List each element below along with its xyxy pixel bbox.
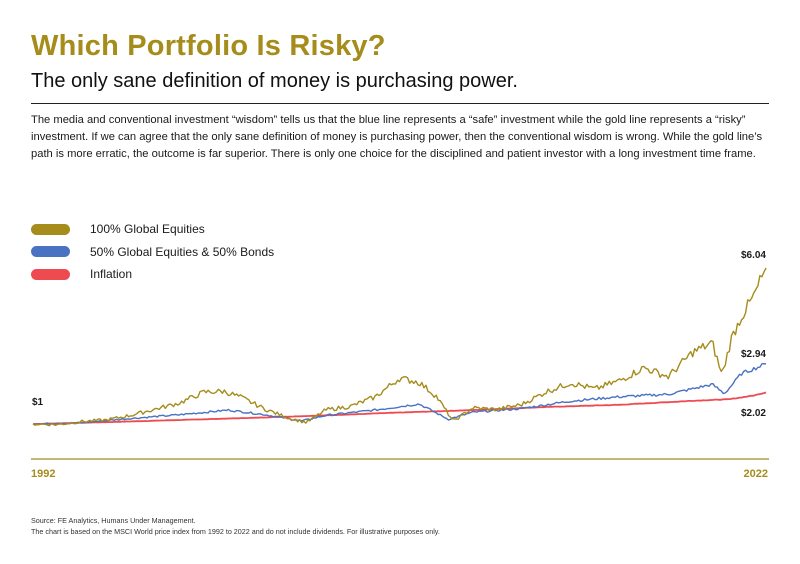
methodology-line: The chart is based on the MSCI World pri… (31, 526, 440, 536)
end-value-label: $2.02 (741, 408, 766, 419)
x-tick-label-end: 2022 (744, 468, 768, 480)
end-value-label: $2.94 (741, 349, 766, 360)
legend-swatch-red (31, 268, 70, 280)
legend-label: Inflation (90, 267, 133, 282)
series-line-inflation (33, 391, 767, 425)
legend-label: 100% Global Equities (90, 222, 205, 237)
legend-swatch-gold (31, 223, 70, 235)
header-divider (31, 103, 769, 104)
start-value-label: $1 (32, 397, 44, 408)
legend-item-balanced: 50% Global Equities & 50% Bonds (31, 241, 274, 264)
legend-label: 50% Global Equities & 50% Bonds (90, 244, 275, 259)
page-subtitle: The only sane definition of money is pur… (31, 70, 518, 92)
page-title: Which Portfolio Is Risky? (31, 30, 386, 62)
legend-item-global-equities: 100% Global Equities (31, 218, 274, 241)
legend-swatch-blue (31, 246, 70, 258)
intro-paragraph: The media and conventional investment “w… (31, 114, 763, 161)
chart-legend: 100% Global Equities 50% Global Equities… (31, 218, 274, 286)
series-layer (32, 267, 767, 427)
source-line: Source: FE Analytics, Humans Under Manag… (31, 516, 196, 525)
end-value-label: $6.04 (741, 250, 766, 261)
x-tick-label-start: 1992 (31, 468, 55, 480)
series-line-global-equities (32, 267, 767, 427)
end-label-layer: $6.04 $2.94 $2.02 (741, 250, 766, 419)
legend-item-inflation: Inflation (31, 263, 274, 286)
source-note: Source: FE Analytics, Humans Under Manag… (31, 516, 440, 537)
series-line-balanced (32, 363, 767, 426)
